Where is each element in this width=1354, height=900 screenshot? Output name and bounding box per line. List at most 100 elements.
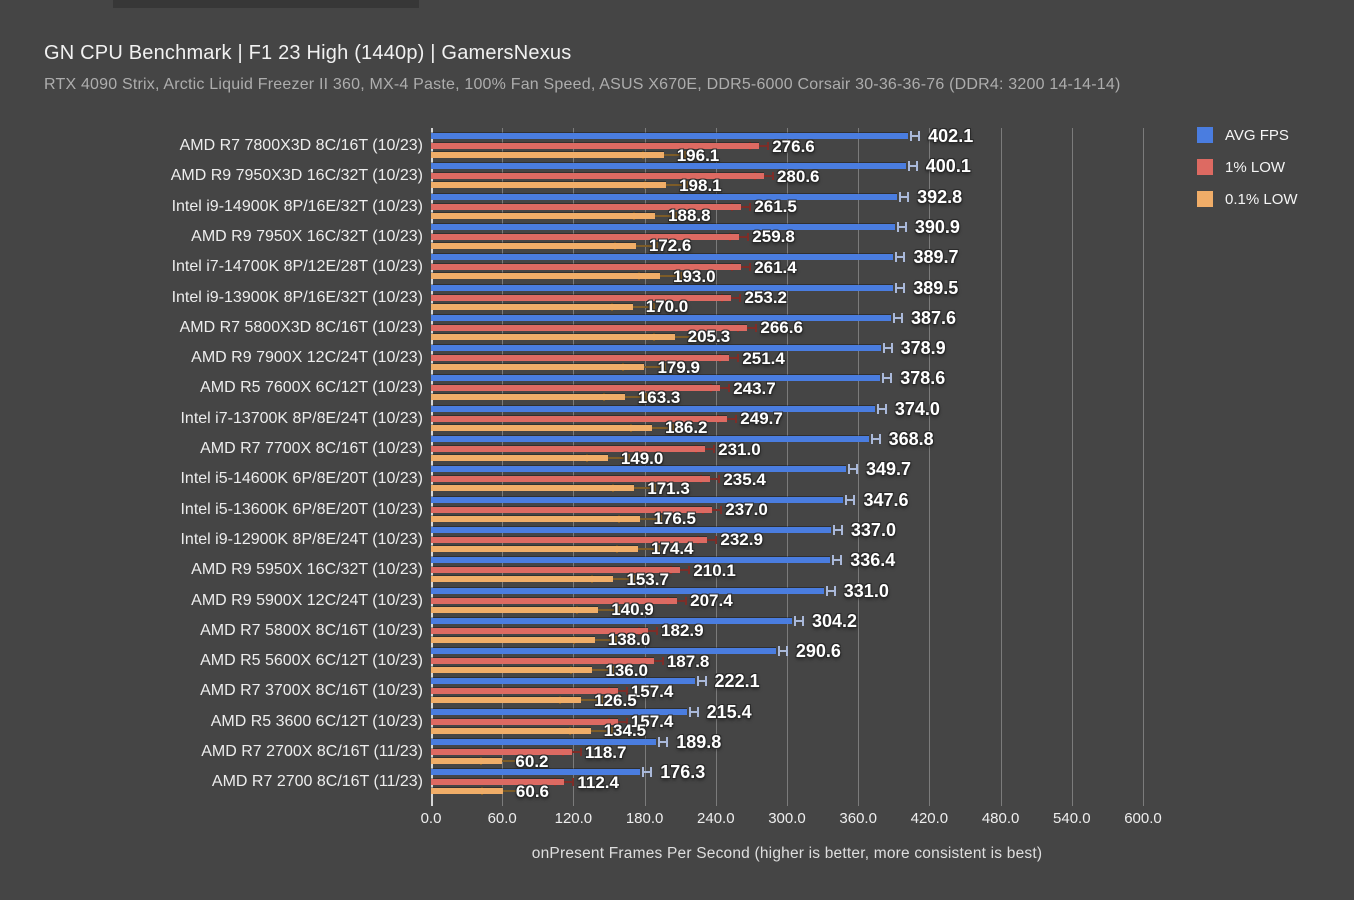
gridline xyxy=(1071,128,1073,806)
0-1-low-bar xyxy=(431,576,614,583)
avg-fps-errorbar xyxy=(847,468,858,471)
errorbar-cap xyxy=(655,241,658,250)
x-axis-title: onPresent Frames Per Second (higher is b… xyxy=(531,845,1043,862)
value-label: 347.6 xyxy=(863,489,909,510)
cpu-label: Intel i7-14700K 8P/12E/28T (10/23) xyxy=(171,258,423,276)
avg-fps-errorbar xyxy=(892,316,903,319)
0-1-low-errorbar xyxy=(613,244,658,247)
x-tick-label: 180.0 xyxy=(625,810,664,827)
0-1-low-errorbar xyxy=(622,366,667,369)
1-low-bar xyxy=(431,446,706,452)
avg-fps-bar xyxy=(431,133,909,139)
errorbar-cap xyxy=(601,696,604,705)
chart-title: GN CPU Benchmark | F1 23 High (1440p) | … xyxy=(44,42,572,64)
errorbar-cap xyxy=(801,615,804,626)
gridline xyxy=(858,128,860,806)
0-1-low-bar xyxy=(431,545,638,552)
errorbar-cap xyxy=(633,575,636,584)
1-low-bar xyxy=(431,264,742,271)
0-1-low-bar xyxy=(431,182,667,189)
cpu-label: AMD R7 2700 8C/16T (11/23) xyxy=(211,773,423,791)
1-low-bar xyxy=(431,233,740,240)
errorbar-cap xyxy=(680,272,683,281)
avg-fps-errorbar xyxy=(642,771,653,774)
value-label: 374.0 xyxy=(894,398,940,419)
legend-label: 1% LOW xyxy=(1225,159,1286,176)
x-tick-label: 240.0 xyxy=(697,810,735,827)
errorbar-cap xyxy=(675,211,678,220)
avg-fps-bar xyxy=(431,223,895,230)
value-label: 261.5 xyxy=(754,197,797,217)
legend-label: 0.1% LOW xyxy=(1225,191,1298,208)
errorbar-cap xyxy=(845,494,848,505)
value-label: 378.6 xyxy=(900,368,946,389)
errorbar-cap xyxy=(728,384,731,393)
cpu-label: AMD R7 7700X 8C/16T (10/23) xyxy=(200,440,423,457)
avg-fps-bar xyxy=(431,345,881,352)
errorbar-cap xyxy=(694,332,697,341)
0-1-low-errorbar xyxy=(559,699,604,702)
0-1-low-bar xyxy=(431,424,652,431)
1-low-errorbar xyxy=(749,145,770,147)
avg-fps-errorbar xyxy=(907,165,918,168)
cpu-label: AMD R5 3600 6C/12T (10/23) xyxy=(210,712,423,730)
avg-fps-errorbar xyxy=(899,195,910,198)
0-1-low-errorbar xyxy=(480,760,525,762)
value-label: 196.1 xyxy=(676,145,720,165)
0-1-low-errorbar xyxy=(641,154,686,156)
errorbar-cap xyxy=(618,605,621,614)
errorbar-cap xyxy=(855,464,858,475)
errorbar-cap xyxy=(612,666,615,675)
value-label: 205.3 xyxy=(687,327,731,347)
value-label: 182.9 xyxy=(661,621,704,641)
value-label: 187.8 xyxy=(666,651,710,671)
errorbar-cap xyxy=(876,403,879,414)
avg-fps-errorbar xyxy=(870,438,881,440)
value-label: 387.6 xyxy=(910,307,956,328)
avg-fps-bar xyxy=(431,557,831,564)
0-1-low-errorbar xyxy=(576,608,621,611)
value-label: 157.4 xyxy=(630,712,674,732)
1-low-bar xyxy=(431,627,649,634)
errorbar-cap xyxy=(625,717,628,726)
errorbar-cap xyxy=(739,293,742,302)
errorbar-cap xyxy=(650,767,653,778)
cpu-label: AMD R9 5950X 16C/32T (10/23) xyxy=(191,561,423,579)
1-low-errorbar xyxy=(554,781,575,784)
errorbar-cap xyxy=(627,454,630,462)
value-label: 392.8 xyxy=(917,186,963,207)
1-low-errorbar xyxy=(561,751,582,753)
errorbar-cap xyxy=(749,263,752,272)
0-1-low-bar xyxy=(431,788,503,795)
avg-fps-errorbar xyxy=(896,225,907,228)
value-label: 118.7 xyxy=(584,742,627,762)
avg-fps-errorbar xyxy=(876,407,887,410)
1-low-errorbar xyxy=(700,478,721,481)
errorbar-cap xyxy=(870,434,873,444)
value-label: 179.9 xyxy=(657,357,701,377)
cpu-label: AMD R9 7900X 12C/24T (10/23) xyxy=(191,349,423,367)
errorbar-cap xyxy=(747,232,750,241)
0-1-low-bar xyxy=(431,727,591,734)
errorbar-cap xyxy=(899,191,902,202)
0-1-low-bar xyxy=(431,242,636,249)
avg-fps-errorbar xyxy=(895,256,906,259)
errorbar-cap xyxy=(895,252,898,263)
x-tick-label: 540.0 xyxy=(1053,810,1091,827)
value-label: 402.1 xyxy=(928,126,974,146)
errorbar-cap xyxy=(579,748,582,756)
value-label: 389.5 xyxy=(913,277,959,298)
avg-fps-errorbar xyxy=(910,135,921,137)
0-1-low-bar xyxy=(431,273,661,280)
errorbar-cap xyxy=(661,657,664,666)
0-1-low-errorbar xyxy=(644,184,689,187)
avg-fps-bar xyxy=(431,587,824,594)
1-low-errorbar xyxy=(731,266,752,269)
value-label: 198.1 xyxy=(679,175,722,195)
errorbar-cap xyxy=(840,524,843,535)
value-label: 134.5 xyxy=(603,721,647,741)
0-1-low-errorbar xyxy=(591,578,636,581)
0-1-low-bar xyxy=(431,515,641,522)
